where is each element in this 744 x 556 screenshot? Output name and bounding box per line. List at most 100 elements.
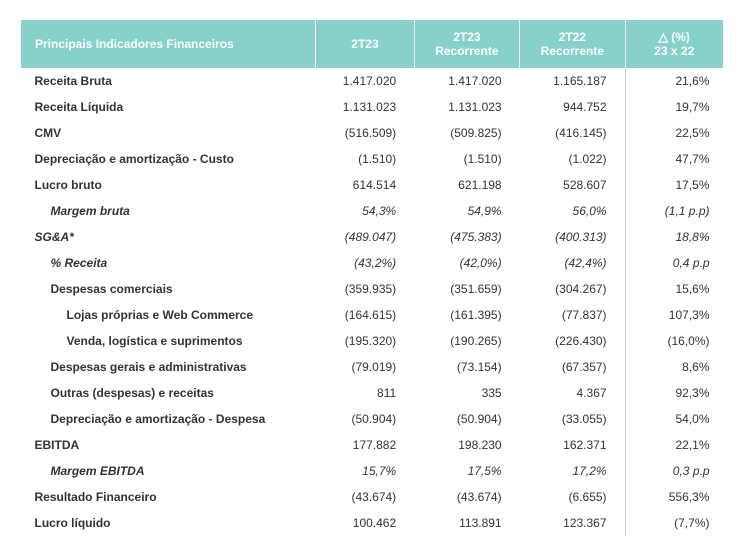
row-label: Lojas próprias e Web Commerce — [21, 302, 316, 328]
row-label: SG&A* — [21, 224, 316, 250]
row-label: Despesas comerciais — [21, 276, 316, 302]
row-value: 1.165.187 — [520, 68, 625, 94]
table-row: Lucro bruto614.514621.198528.60717,5% — [21, 172, 724, 198]
row-value: 17,5% — [414, 458, 519, 484]
row-value: (359.935) — [316, 276, 414, 302]
row-label: Margem bruta — [21, 198, 316, 224]
row-value: 1.417.020 — [414, 68, 519, 94]
row-label: Lucro líquido — [21, 510, 316, 536]
row-value: 614.514 — [316, 172, 414, 198]
row-value: 528.607 — [520, 172, 625, 198]
row-value: (73.154) — [414, 354, 519, 380]
row-value: 556,3% — [625, 484, 723, 510]
row-value: 123.367 — [520, 510, 625, 536]
col-header-2t23-recorrente: 2T23 Recorrente — [414, 20, 519, 68]
row-value: 92,3% — [625, 380, 723, 406]
row-value: 17,2% — [520, 458, 625, 484]
col-header-delta-line2: 23 x 22 — [634, 44, 715, 58]
table-row: Despesas comerciais(359.935)(351.659)(30… — [21, 276, 724, 302]
row-value: (50.904) — [414, 406, 519, 432]
row-label: Receita Bruta — [21, 68, 316, 94]
row-value: (226.430) — [520, 328, 625, 354]
row-value: 19,7% — [625, 94, 723, 120]
col-header-2t23-rec-line2: Recorrente — [423, 44, 511, 58]
row-value: (195.320) — [316, 328, 414, 354]
row-value: 54,3% — [316, 198, 414, 224]
row-label: CMV — [21, 120, 316, 146]
row-value: (16,0%) — [625, 328, 723, 354]
row-value: 1.131.023 — [316, 94, 414, 120]
row-value: (42,4%) — [520, 250, 625, 276]
row-value: (1.022) — [520, 146, 625, 172]
row-value: 0,4 p.p — [625, 250, 723, 276]
row-label: Depreciação e amortização - Despesa — [21, 406, 316, 432]
row-value: 0,3 p.p — [625, 458, 723, 484]
row-value: (43.674) — [316, 484, 414, 510]
row-value: (50.904) — [316, 406, 414, 432]
table-row: Depreciação e amortização - Despesa(50.9… — [21, 406, 724, 432]
row-value: (6.655) — [520, 484, 625, 510]
row-value: 811 — [316, 380, 414, 406]
row-value: (400.313) — [520, 224, 625, 250]
row-value: 54,0% — [625, 406, 723, 432]
row-value: (42,0%) — [414, 250, 519, 276]
col-header-delta: △ (%) 23 x 22 — [625, 20, 723, 68]
row-value: 107,3% — [625, 302, 723, 328]
table-row: EBITDA177.882198.230162.37122,1% — [21, 432, 724, 458]
row-value: (43.674) — [414, 484, 519, 510]
row-value: (161.395) — [414, 302, 519, 328]
row-value: (164.615) — [316, 302, 414, 328]
row-value: 621.198 — [414, 172, 519, 198]
row-value: (67.357) — [520, 354, 625, 380]
row-value: (304.267) — [520, 276, 625, 302]
row-value: (33.055) — [520, 406, 625, 432]
row-value: 162.371 — [520, 432, 625, 458]
row-value: (43,2%) — [316, 250, 414, 276]
col-header-2t22-recorrente: 2T22 Recorrente — [520, 20, 625, 68]
row-label: Venda, logística e suprimentos — [21, 328, 316, 354]
row-value: 177.882 — [316, 432, 414, 458]
row-value: 54,9% — [414, 198, 519, 224]
row-value: 15,7% — [316, 458, 414, 484]
row-value: 47,7% — [625, 146, 723, 172]
row-value: (7,7%) — [625, 510, 723, 536]
col-header-2t23-rec-line1: 2T23 — [423, 30, 511, 44]
row-value: 22,5% — [625, 120, 723, 146]
row-value: (416.145) — [520, 120, 625, 146]
col-header-2t23: 2T23 — [316, 20, 414, 68]
table-row: Receita Líquida1.131.0231.131.023944.752… — [21, 94, 724, 120]
row-label: Resultado Financeiro — [21, 484, 316, 510]
row-value: 113.891 — [414, 510, 519, 536]
table-row: SG&A*(489.047)(475.383)(400.313)18,8% — [21, 224, 724, 250]
table-row: CMV(516.509)(509.825)(416.145)22,5% — [21, 120, 724, 146]
col-header-delta-line1: △ (%) — [634, 30, 715, 44]
row-value: (1,1 p.p) — [625, 198, 723, 224]
row-value: 56,0% — [520, 198, 625, 224]
table-row: Outras (despesas) e receitas8113354.3679… — [21, 380, 724, 406]
row-value: 8,6% — [625, 354, 723, 380]
table-row: Receita Bruta1.417.0201.417.0201.165.187… — [21, 68, 724, 94]
row-label: Margem EBITDA — [21, 458, 316, 484]
row-value: 4.367 — [520, 380, 625, 406]
table-row: Depreciação e amortização - Custo(1.510)… — [21, 146, 724, 172]
row-value: (351.659) — [414, 276, 519, 302]
row-value: (1.510) — [414, 146, 519, 172]
row-value: 198.230 — [414, 432, 519, 458]
table-header: Principais Indicadores Financeiros 2T23 … — [21, 20, 724, 68]
row-value: 22,1% — [625, 432, 723, 458]
col-header-2t22-rec-line1: 2T22 — [528, 30, 616, 44]
financial-indicators-table: Principais Indicadores Financeiros 2T23 … — [20, 20, 724, 536]
row-value: (516.509) — [316, 120, 414, 146]
row-value: (79.019) — [316, 354, 414, 380]
row-value: 18,8% — [625, 224, 723, 250]
row-value: (1.510) — [316, 146, 414, 172]
table-row: Margem EBITDA15,7%17,5%17,2%0,3 p.p — [21, 458, 724, 484]
row-value: (489.047) — [316, 224, 414, 250]
row-value: 17,5% — [625, 172, 723, 198]
table-row: % Receita(43,2%)(42,0%)(42,4%)0,4 p.p — [21, 250, 724, 276]
row-label: % Receita — [21, 250, 316, 276]
row-value: 1.417.020 — [316, 68, 414, 94]
table-row: Despesas gerais e administrativas(79.019… — [21, 354, 724, 380]
row-label: Depreciação e amortização - Custo — [21, 146, 316, 172]
row-label: Lucro bruto — [21, 172, 316, 198]
